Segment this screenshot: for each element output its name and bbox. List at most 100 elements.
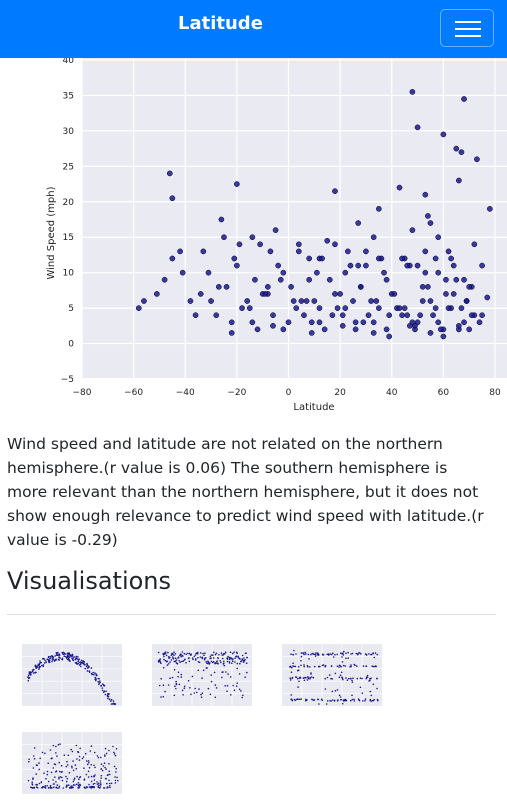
data-point [461, 276, 467, 283]
data-point [293, 305, 300, 311]
data-point [484, 294, 491, 301]
data-point [461, 96, 467, 102]
data-point [347, 262, 354, 269]
data-point [404, 262, 411, 269]
data-point [324, 237, 331, 244]
data-point [339, 322, 346, 329]
data-point [430, 312, 436, 319]
x-tick-label: 80 [489, 388, 501, 398]
thumbnail-wind-speed-vs-latitude[interactable] [12, 724, 124, 804]
data-point [342, 305, 349, 311]
data-point [288, 283, 294, 290]
data-point [303, 298, 310, 304]
x-tick-label: 60 [438, 388, 450, 398]
y-tick-label: −5 [61, 375, 74, 385]
data-point [458, 149, 465, 156]
thumbnail-humidity-vs-latitude[interactable] [142, 636, 254, 716]
data-point [166, 170, 173, 177]
data-point [432, 255, 439, 262]
thumbnail-max-temp-vs-latitude[interactable] [12, 636, 124, 716]
data-point [161, 276, 168, 283]
data-point [425, 213, 431, 219]
plot-area [82, 58, 507, 378]
data-point [450, 291, 457, 297]
data-point [169, 195, 176, 202]
data-point [399, 312, 405, 319]
data-point [197, 291, 204, 297]
data-point [352, 319, 359, 326]
data-point [375, 305, 382, 311]
data-point [298, 298, 305, 304]
data-point [432, 305, 439, 311]
data-point [422, 248, 429, 255]
data-point [373, 298, 380, 304]
y-axis-label: Wind Speed (mph) [46, 186, 57, 279]
data-point [453, 145, 460, 152]
data-point [479, 312, 485, 319]
data-point [437, 326, 444, 333]
data-point [419, 298, 426, 304]
navbar-brand[interactable]: Latitude [178, 13, 263, 34]
data-point [466, 326, 473, 333]
data-point [295, 248, 302, 255]
data-point [277, 276, 284, 283]
data-point [179, 269, 186, 276]
data-point [192, 312, 199, 319]
data-point [246, 305, 253, 311]
data-point [272, 227, 279, 233]
data-point [370, 319, 377, 326]
data-point [453, 276, 460, 283]
data-point [396, 305, 403, 311]
data-point [270, 312, 276, 319]
data-point [445, 248, 452, 255]
data-point [326, 276, 333, 283]
data-point [308, 330, 315, 336]
data-point [332, 291, 338, 297]
data-point [363, 248, 369, 255]
visualisations-heading: Visualisations [7, 567, 172, 595]
wind-speed-scatter-chart: −80 −60 −40 −20 0 20 40 60 80 −5 0 5 10 15 20 25 30 35 40… [46, 58, 507, 413]
hamburger-menu-icon[interactable] [440, 9, 494, 47]
data-point [311, 298, 318, 304]
data-point [461, 319, 467, 326]
navbar: Latitude [0, 0, 507, 58]
data-point [200, 248, 207, 255]
data-point [450, 262, 457, 269]
y-tick-labels: −5 0 5 10 15 20 25 30 35 40 [61, 58, 75, 385]
y-tick-label: 15 [63, 233, 74, 243]
data-point [396, 184, 403, 191]
data-point [435, 319, 442, 326]
thumbnail-cloudiness-vs-latitude[interactable] [272, 636, 384, 716]
data-point [360, 319, 367, 326]
data-point [414, 262, 421, 269]
data-point [435, 269, 442, 276]
data-point [463, 298, 470, 304]
data-point [350, 298, 356, 304]
data-point [375, 206, 382, 212]
data-point [223, 283, 230, 290]
data-point [476, 319, 483, 326]
x-axis-label: Latitude [293, 402, 334, 413]
data-point [471, 241, 478, 248]
analysis-paragraph: Wind speed and latitude are not related … [7, 435, 484, 549]
data-point [254, 326, 261, 333]
data-point [368, 298, 374, 304]
data-point [363, 262, 369, 269]
data-point [270, 322, 276, 329]
data-point [257, 241, 263, 248]
data-point [239, 305, 245, 311]
data-point [154, 291, 160, 297]
data-point [234, 262, 240, 269]
data-point [417, 312, 423, 319]
data-point [391, 291, 398, 297]
data-point [456, 177, 462, 184]
data-point [306, 255, 312, 262]
thumbnail-plot-area [152, 644, 252, 706]
data-point [218, 216, 225, 223]
data-point [221, 234, 227, 241]
data-point [352, 326, 359, 333]
data-point [316, 319, 323, 326]
y-tick-label: 30 [63, 127, 75, 137]
data-point [355, 220, 362, 226]
data-point [285, 319, 292, 326]
